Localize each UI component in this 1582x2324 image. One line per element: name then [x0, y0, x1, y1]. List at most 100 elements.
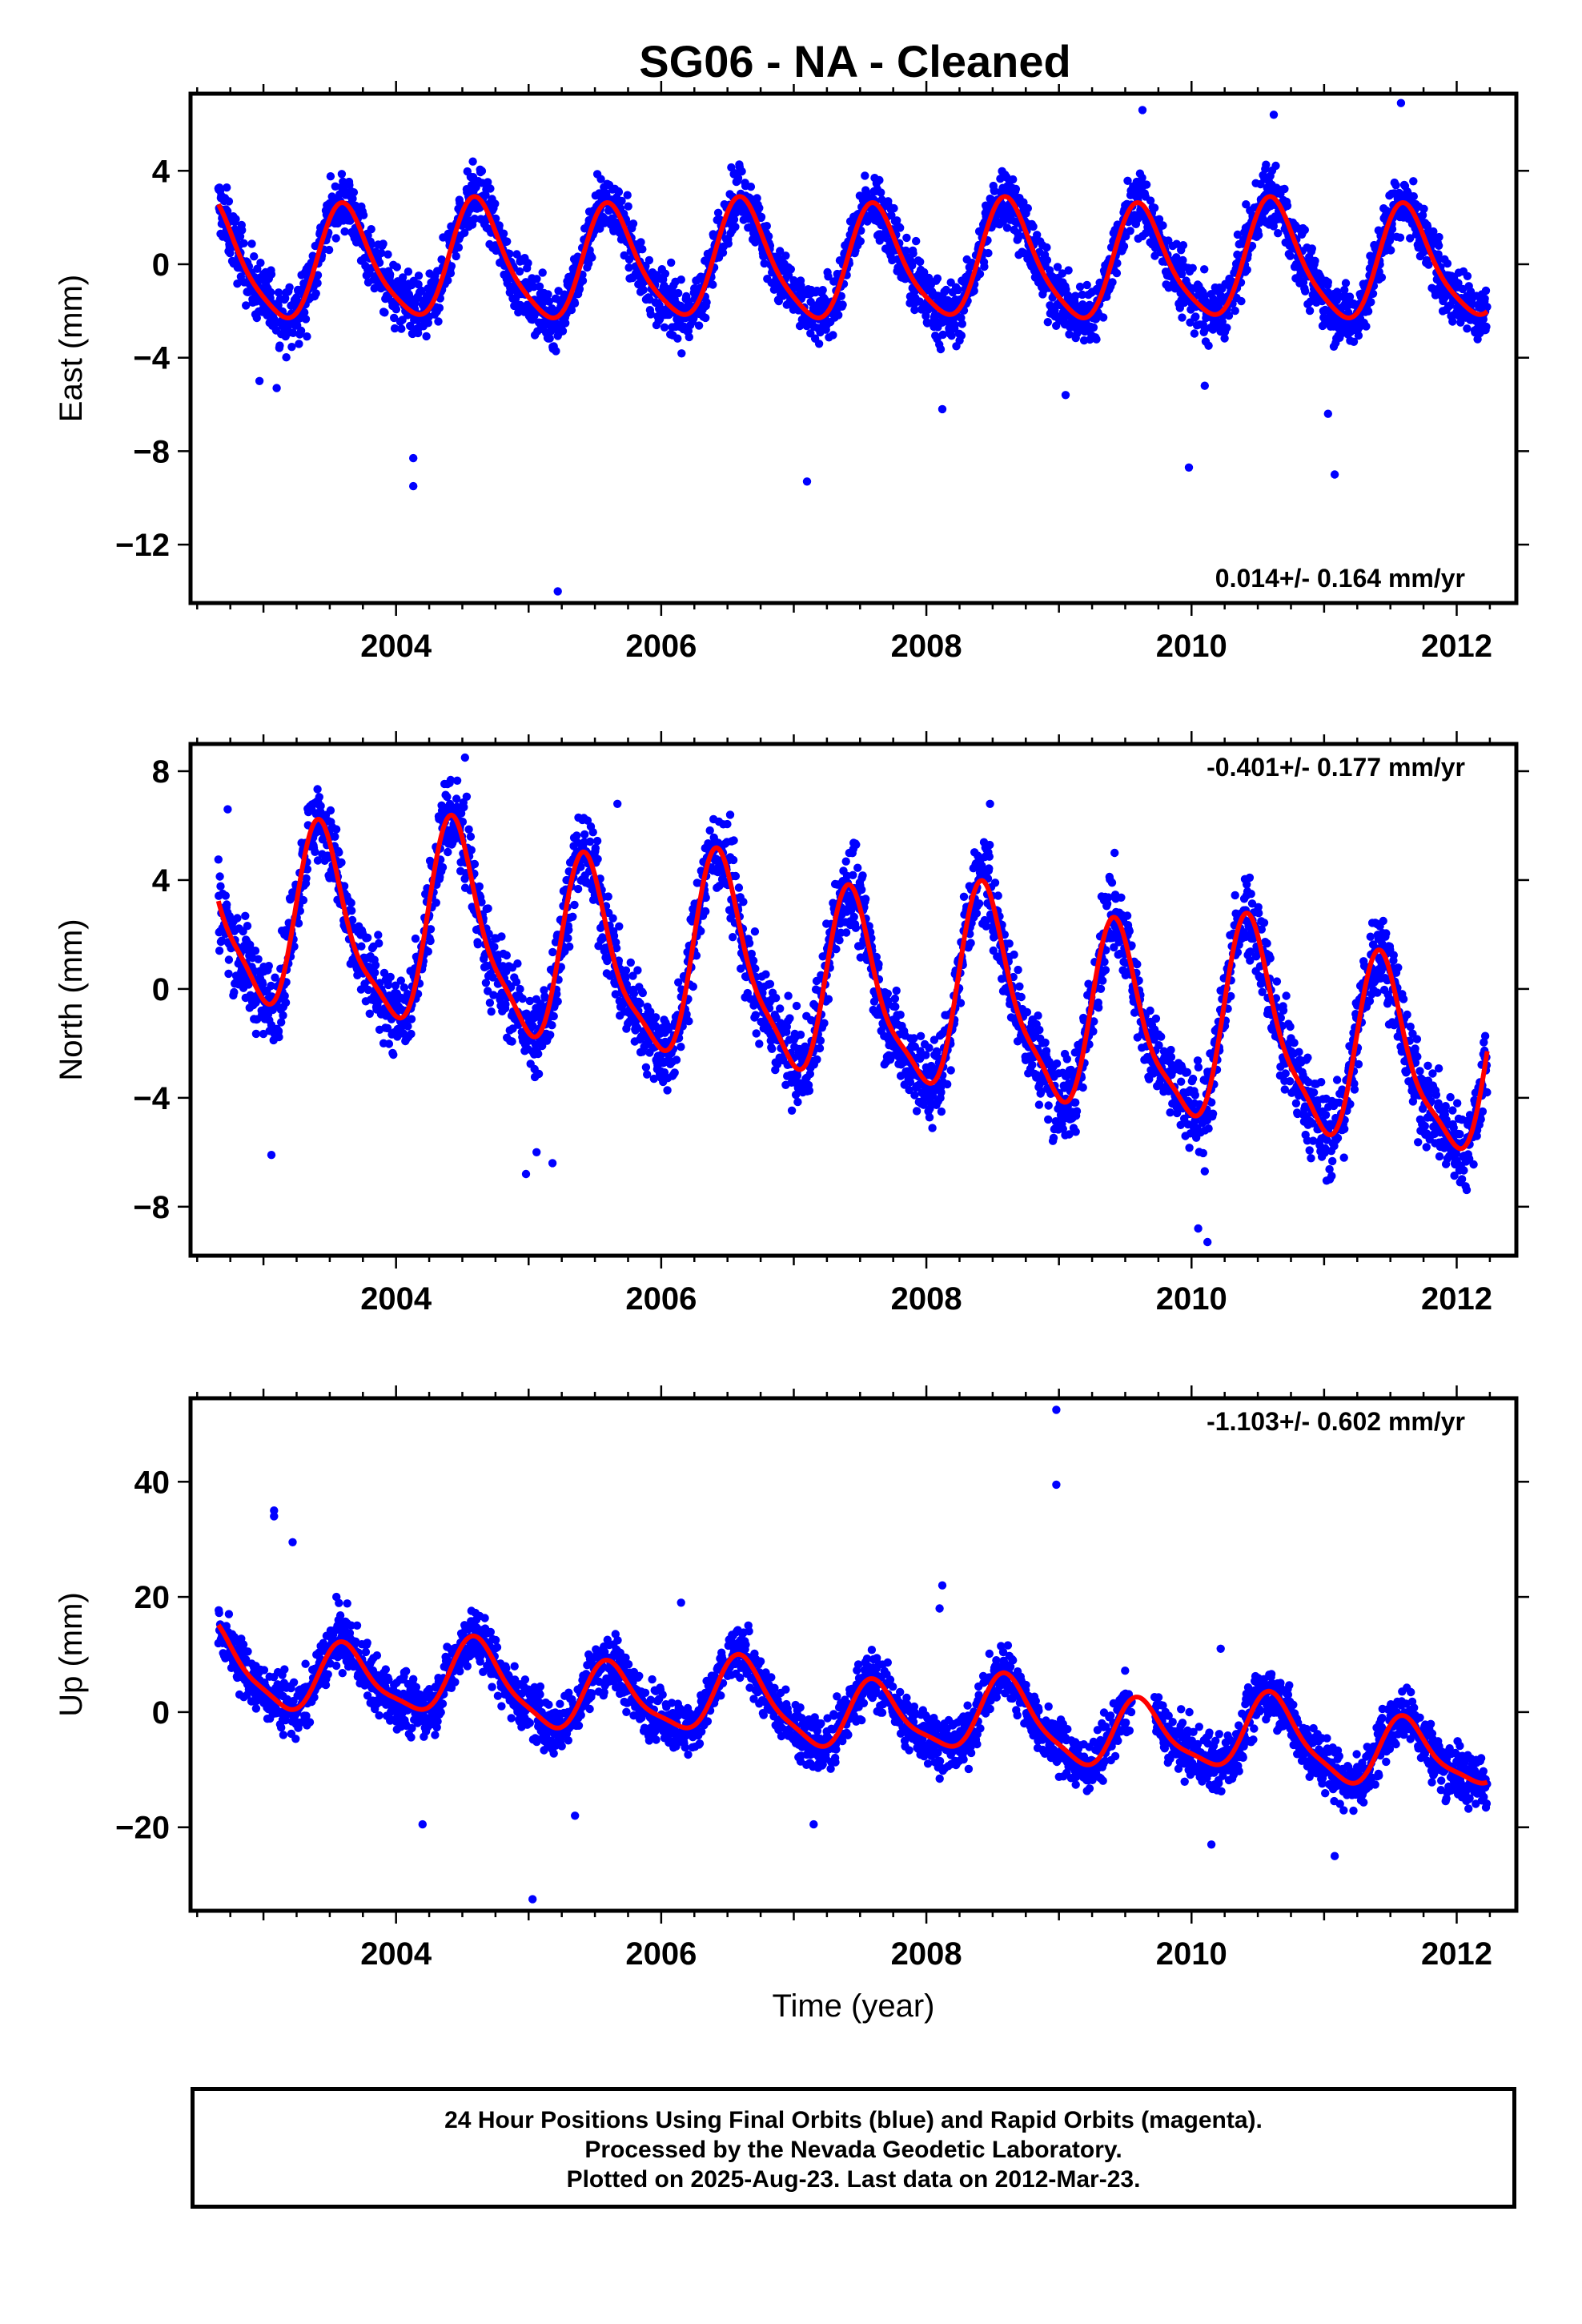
north-data-point: [638, 988, 647, 998]
east-data-point: [1448, 317, 1457, 326]
east-data-point: [434, 317, 443, 326]
north-data-point: [749, 956, 758, 965]
east-data-point: [638, 245, 647, 254]
east-data-point: [266, 287, 275, 297]
east-data-point: [1424, 260, 1433, 269]
east-data-point: [1377, 273, 1387, 282]
north-data-point: [663, 1086, 672, 1095]
east-data-point: [1033, 231, 1042, 239]
east-data-point: [1233, 230, 1243, 239]
north-data-point: [883, 989, 893, 999]
north-data-point: [326, 806, 335, 815]
east-data-point: [755, 203, 764, 212]
east-data-point: [267, 270, 276, 279]
east-data-point: [1323, 278, 1333, 287]
north-data-point: [701, 907, 710, 916]
east-data-point: [674, 288, 683, 298]
east-data-point: [624, 255, 634, 264]
east-data-point: [1300, 225, 1310, 235]
east-data-point: [896, 223, 905, 232]
east-model-fit-line: [216, 194, 1489, 320]
east-data-point: [762, 222, 771, 231]
east-data-point: [980, 262, 989, 271]
east-data-point: [391, 305, 401, 314]
east-data-point: [460, 228, 469, 237]
east-data-point: [1191, 312, 1200, 321]
east-data-point: [313, 279, 322, 287]
east-data-point: [673, 334, 682, 343]
east-data-point: [1363, 307, 1373, 316]
north-data-point: [363, 933, 372, 943]
east-outlier-point: [1184, 463, 1194, 472]
north-data-point: [404, 1022, 412, 1031]
east-outlier-point: [272, 384, 281, 392]
east-data-point: [250, 252, 259, 261]
east-data-point: [938, 330, 947, 340]
east-data-point: [491, 199, 500, 208]
north-data-point: [215, 872, 224, 881]
east-data-point: [1113, 259, 1122, 267]
north-data-point: [729, 855, 738, 865]
east-data-point: [296, 326, 306, 336]
east-y-tick-label: 0: [152, 247, 170, 283]
east-data-point: [1188, 263, 1197, 272]
east-data-point: [957, 331, 966, 340]
north-data-point: [629, 989, 639, 998]
east-data-point: [718, 248, 728, 257]
east-data-point: [414, 271, 424, 280]
east-data-point: [1368, 289, 1378, 298]
east-data-point: [1307, 244, 1317, 253]
north-data-point: [462, 792, 472, 801]
east-data-point: [390, 313, 399, 323]
east-data-point: [1123, 176, 1132, 185]
north-data-point: [485, 999, 495, 1007]
east-data-point: [724, 239, 733, 248]
north-data-point: [251, 947, 260, 955]
north-data-point: [892, 986, 901, 995]
east-plot-frame: [188, 91, 1519, 605]
east-data-point: [454, 243, 464, 252]
east-data-point: [386, 270, 395, 279]
north-data-point: [384, 1039, 394, 1048]
north-data-point: [564, 926, 573, 935]
north-data-point: [568, 912, 577, 922]
east-data-point: [921, 312, 930, 320]
east-data-point: [916, 257, 925, 267]
north-data-point: [389, 1050, 398, 1059]
east-data-point: [1138, 173, 1146, 183]
east-data-point: [390, 324, 400, 333]
east-data-point: [893, 216, 901, 225]
north-data-point: [832, 945, 841, 954]
east-data-point: [1391, 181, 1400, 190]
north-data-point: [633, 966, 642, 975]
east-data-point: [470, 215, 480, 223]
east-data-point: [515, 267, 524, 276]
east-data-point: [1089, 323, 1098, 332]
north-data-point: [444, 847, 452, 857]
east-data-point: [452, 251, 460, 261]
north-data-point: [588, 828, 597, 837]
east-data-point: [1146, 196, 1155, 205]
north-data-point: [331, 825, 341, 834]
east-data-point: [1058, 269, 1067, 278]
east-data-point: [660, 323, 669, 332]
east-data-point: [242, 301, 251, 310]
east-data-point: [340, 227, 349, 236]
north-data-point: [751, 1011, 760, 1019]
east-data-point: [733, 174, 743, 183]
north-data-point: [621, 966, 631, 975]
north-data-point: [580, 830, 589, 839]
north-data-point: [841, 928, 851, 937]
east-data-point: [359, 211, 368, 219]
north-data-point: [553, 997, 562, 1006]
east-data-point: [875, 236, 885, 245]
east-data-point: [644, 255, 654, 265]
north-data-point: [626, 958, 635, 967]
north-data-point: [508, 1037, 516, 1046]
east-data-point: [677, 349, 686, 358]
east-data-point: [1311, 256, 1319, 265]
east-data-point: [446, 269, 456, 278]
north-data-point: [890, 994, 900, 1003]
north-data-point: [490, 943, 499, 951]
east-data-point: [544, 297, 553, 306]
